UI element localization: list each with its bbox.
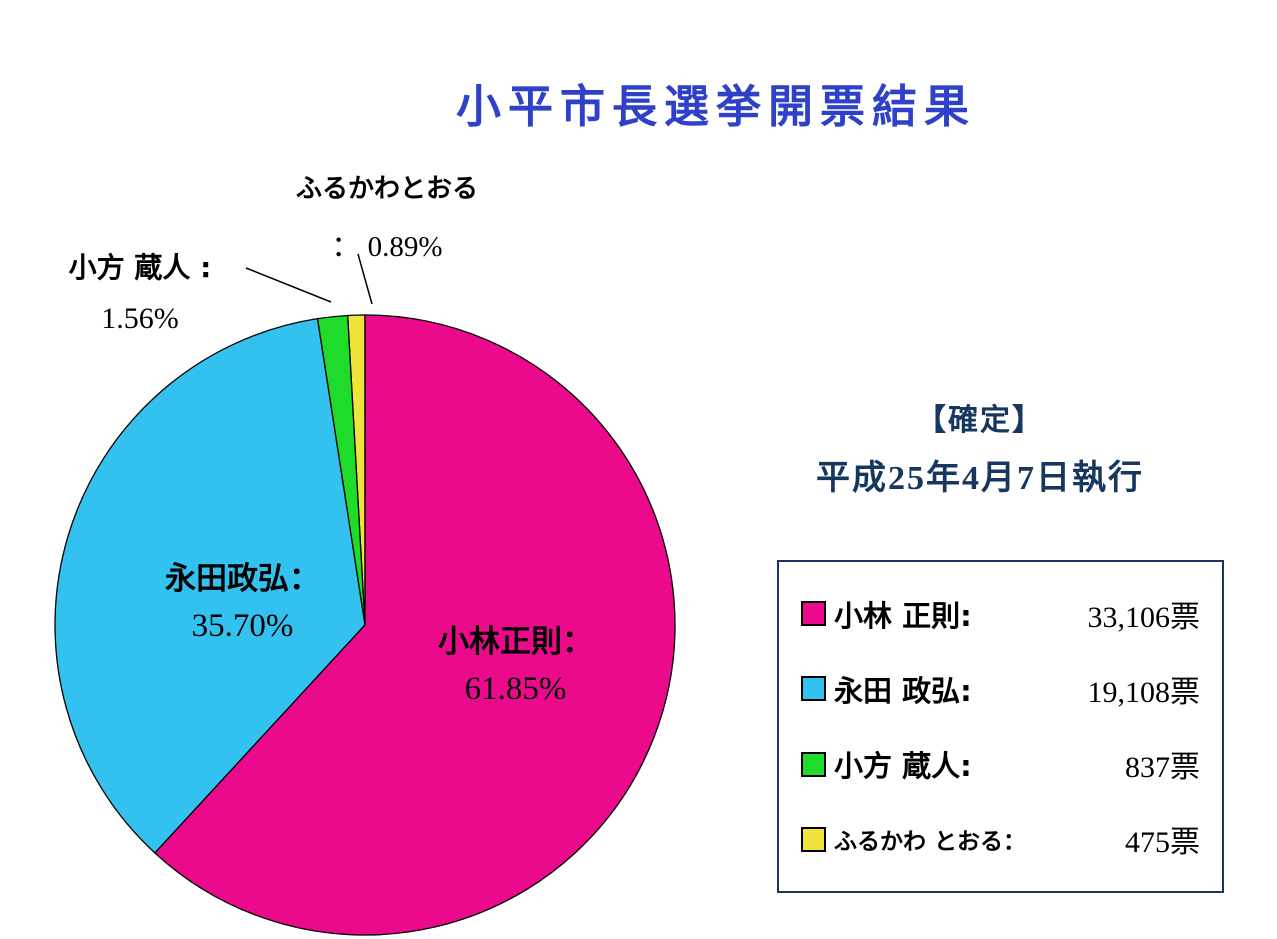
pie-label-kobayashi-name: 小林正則： (438, 624, 593, 660)
pie-slice-1 (154, 314, 676, 936)
legend-swatch-nagata (801, 676, 826, 702)
legend-label: 小方 蔵人: (834, 749, 972, 784)
leader-line-ogata (245, 267, 332, 303)
legend-item-furukawa: ふるかわ とおる： 475票 (801, 817, 1200, 861)
chart-title: 小平市長選挙開票結果 (455, 82, 976, 132)
election-date: 平成25年4月7日執行 (816, 460, 1144, 497)
leader-line-furukawa (357, 253, 373, 305)
status-confirmed: 【確定】 (916, 403, 1044, 438)
pie-label-nagata-name: 永田政弘： (165, 561, 320, 597)
legend-value: 475票 (1125, 826, 1200, 860)
pie-label-nagata: 永田政弘： 35.70% (115, 553, 370, 645)
legend-label: 小林 正則: (834, 598, 972, 633)
legend-value: 33,106票 (1087, 600, 1201, 634)
callout-ogata-name: 小方 蔵人 : (68, 251, 212, 284)
pie-label-kobayashi: 小林正則： 61.85% (388, 616, 643, 708)
legend: 小林 正則: 33,106票 永田 政弘: 19,108票 小方 蔵人: 837… (777, 560, 1224, 893)
callout-furukawa-name: ふるかわとおる (295, 174, 478, 204)
callout-ogata: 小方 蔵人 : 1.56% (40, 246, 240, 336)
legend-label: ふるかわ とおる： (834, 829, 1027, 856)
legend-value: 19,108票 (1087, 675, 1201, 709)
legend-item-nagata: 永田 政弘: 19,108票 (801, 667, 1200, 711)
pie-label-kobayashi-percent: 61.85% (464, 671, 567, 707)
legend-label: 永田 政弘: (834, 673, 972, 708)
legend-swatch-kobayashi (801, 601, 826, 627)
pie-label-nagata-percent: 35.70% (191, 608, 294, 644)
legend-swatch-furukawa (801, 826, 826, 852)
callout-ogata-percent: 1.56% (101, 302, 179, 335)
legend-item-ogata: 小方 蔵人: 837票 (801, 742, 1200, 786)
pie-slice-2 (54, 317, 366, 854)
callout-furukawa: ふるかわとおる ： 0.89% (282, 168, 492, 265)
legend-swatch-ogata (801, 751, 826, 777)
legend-item-kobayashi: 小林 正則: 33,106票 (801, 592, 1200, 636)
legend-value: 837票 (1125, 751, 1200, 785)
callout-furukawa-percent: ： 0.89% (331, 231, 443, 263)
